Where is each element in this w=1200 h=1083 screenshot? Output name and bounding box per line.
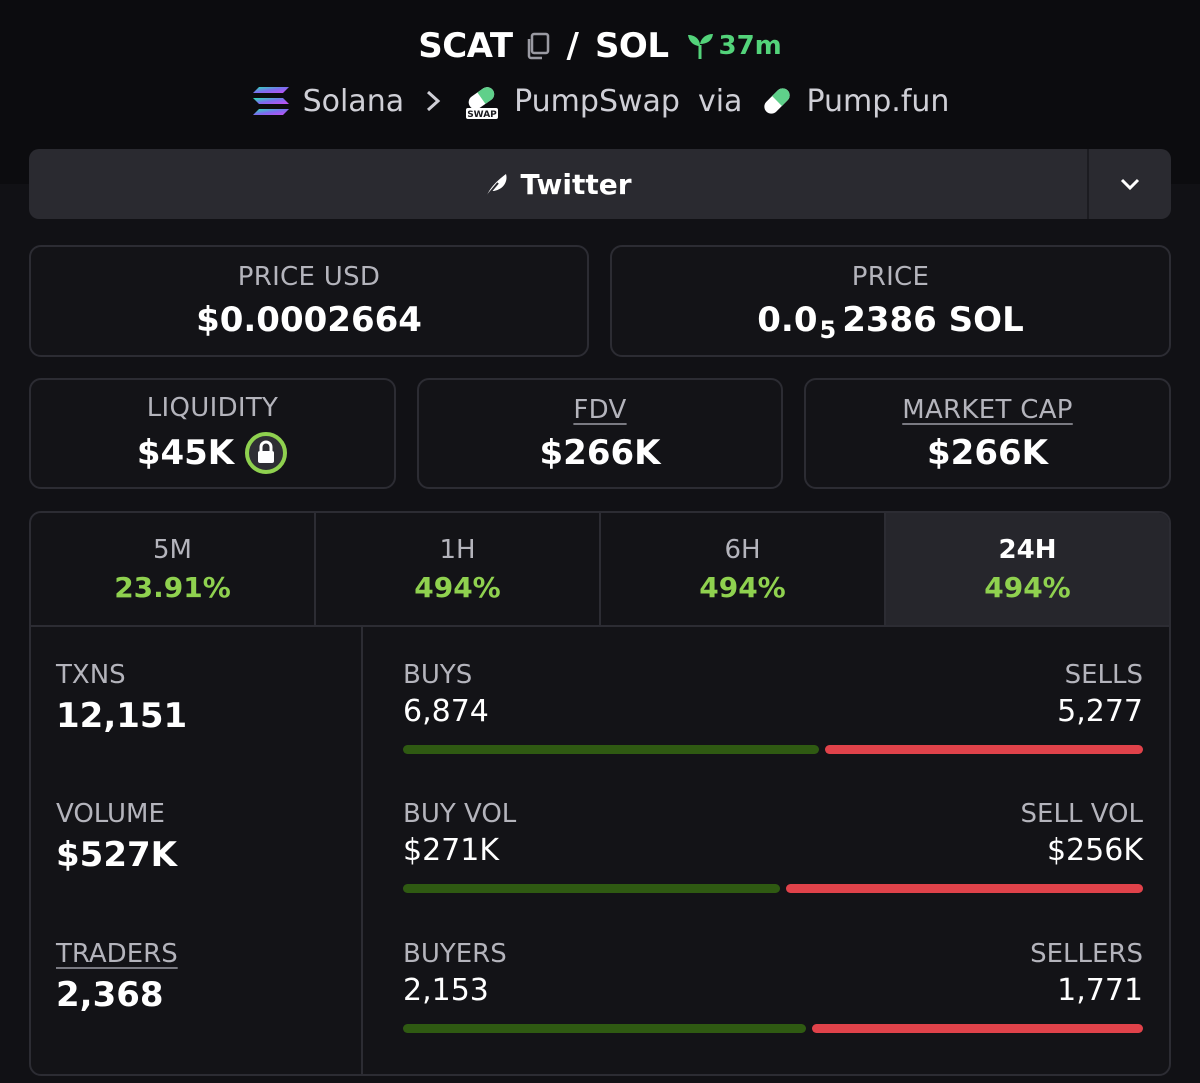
- buys-label: BUYS: [403, 660, 473, 690]
- tab-6h[interactable]: 6H 494%: [601, 513, 886, 625]
- pair-separator: /: [566, 26, 579, 66]
- tab-label: 24H: [998, 534, 1057, 565]
- solana-icon: [252, 87, 289, 115]
- metrics-section: TXNS 12,151 VOLUME $527K TRADERS 2,368 B…: [31, 627, 1169, 1074]
- fdv-label[interactable]: FDV: [573, 394, 627, 425]
- price-native-value: 0.0 5 2386 SOL: [757, 300, 1024, 344]
- liquidity-label: LIQUIDITY: [146, 392, 279, 423]
- totals-column: TXNS 12,151 VOLUME $527K TRADERS 2,368: [31, 627, 363, 1074]
- volume-ratio-bar: [403, 884, 1143, 893]
- pair-title: SCAT / SOL 37m: [0, 22, 1200, 70]
- buyers-label: BUYERS: [403, 939, 507, 969]
- tab-24h[interactable]: 24H 494%: [886, 513, 1169, 625]
- sell-share-bar: [812, 1024, 1143, 1033]
- swap-icon: SWAP: [466, 87, 499, 120]
- chevron-right-icon: [427, 90, 441, 112]
- price-usd-value: $0.0002664: [196, 300, 422, 340]
- chevron-down-icon: [1120, 178, 1140, 191]
- svg-text:SWAP: SWAP: [467, 110, 497, 120]
- tab-change: 494%: [414, 570, 501, 604]
- breadcrumb-dex[interactable]: PumpSwap: [514, 83, 680, 119]
- sell-share-bar: [824, 745, 1143, 754]
- market-cap-value: $266K: [927, 432, 1048, 473]
- liquidity-value: $45K: [137, 431, 288, 475]
- buy-vol-value: $271K: [403, 833, 500, 868]
- volume-split: BUY VOL SELL VOL $271K $256K: [403, 799, 1143, 893]
- market-cap-card: MARKET CAP $266K: [804, 378, 1171, 489]
- buyers-value: 2,153: [403, 973, 489, 1008]
- sell-share-bar: [786, 884, 1143, 893]
- timeframe-tabs: 5M 23.91% 1H 494% 6H 494% 24H 494%: [31, 513, 1169, 627]
- traders-split: BUYERS SELLERS 2,153 1,771: [403, 939, 1143, 1033]
- tab-1h[interactable]: 1H 494%: [316, 513, 601, 625]
- volume-label: VOLUME: [56, 799, 165, 829]
- volume-metric: VOLUME $527K: [56, 799, 177, 875]
- tab-change: 23.91%: [114, 570, 231, 604]
- buy-share-bar: [403, 745, 819, 754]
- sells-label: SELLS: [1064, 660, 1143, 690]
- twitter-button[interactable]: Twitter: [29, 149, 1087, 219]
- buy-share-bar: [403, 884, 781, 893]
- pill-icon: [764, 88, 791, 114]
- split-column: BUYS SELLS 6,874 5,277 BUY VOL SELL VOL: [403, 627, 1143, 1074]
- pair-age: 37m: [685, 31, 782, 61]
- txns-value: 12,151: [56, 696, 188, 736]
- sellers-value: 1,771: [1057, 973, 1143, 1008]
- sprout-icon: [687, 34, 713, 59]
- tab-5m[interactable]: 5M 23.91%: [31, 513, 316, 625]
- volume-value: $527K: [56, 835, 177, 875]
- pair-age-value: 37m: [718, 31, 782, 61]
- breadcrumb: Solana SWAP PumpSwap via Pump.fun: [0, 78, 1200, 124]
- price-native-card: PRICE 0.0 5 2386 SOL: [610, 245, 1171, 357]
- tab-label: 6H: [724, 534, 761, 565]
- base-token-symbol: SCAT: [418, 26, 513, 66]
- breadcrumb-launchpad[interactable]: Pump.fun: [806, 83, 950, 119]
- tab-label: 5M: [153, 534, 192, 565]
- social-dropdown-toggle[interactable]: [1087, 149, 1171, 219]
- fdv-card: FDV $266K: [417, 378, 783, 489]
- market-cap-label[interactable]: MARKET CAP: [902, 394, 1073, 425]
- breadcrumb-chain[interactable]: Solana: [302, 83, 405, 119]
- breadcrumb-via: via: [697, 83, 743, 119]
- txns-ratio-bar: [403, 745, 1143, 754]
- tab-label: 1H: [439, 534, 476, 565]
- buys-value: 6,874: [403, 694, 489, 729]
- sell-vol-value: $256K: [1046, 833, 1143, 868]
- sell-vol-label: SELL VOL: [1020, 799, 1143, 829]
- sellers-label: SELLERS: [1030, 939, 1143, 969]
- twitter-label: Twitter: [520, 167, 632, 201]
- copy-icon[interactable]: [525, 32, 551, 60]
- txns-label: TXNS: [56, 660, 126, 690]
- traders-value: 2,368: [56, 975, 164, 1015]
- price-native-label: PRICE: [851, 262, 930, 292]
- traders-label[interactable]: TRADERS: [56, 939, 178, 969]
- lock-icon[interactable]: [244, 431, 288, 475]
- traders-metric: TRADERS 2,368: [56, 939, 178, 1015]
- price-usd-card: PRICE USD $0.0002664: [29, 245, 589, 357]
- txns-split: BUYS SELLS 6,874 5,277: [403, 660, 1143, 754]
- price-usd-label: PRICE USD: [237, 262, 381, 292]
- tab-change: 494%: [984, 570, 1071, 604]
- txns-metric: TXNS 12,151: [56, 660, 187, 736]
- fdv-value: $266K: [539, 432, 661, 473]
- buy-share-bar: [403, 1024, 807, 1033]
- quote-token-symbol: SOL: [594, 26, 669, 66]
- liquidity-card: LIQUIDITY $45K: [29, 378, 396, 489]
- feather-icon: [486, 174, 507, 197]
- traders-ratio-bar: [403, 1024, 1143, 1033]
- buy-vol-label: BUY VOL: [403, 799, 517, 829]
- tab-change: 494%: [699, 570, 786, 604]
- sells-value: 5,277: [1057, 694, 1143, 729]
- timeframe-panel: 5M 23.91% 1H 494% 6H 494% 24H 494% TXNS …: [29, 511, 1171, 1076]
- social-links-bar: Twitter: [29, 149, 1171, 219]
